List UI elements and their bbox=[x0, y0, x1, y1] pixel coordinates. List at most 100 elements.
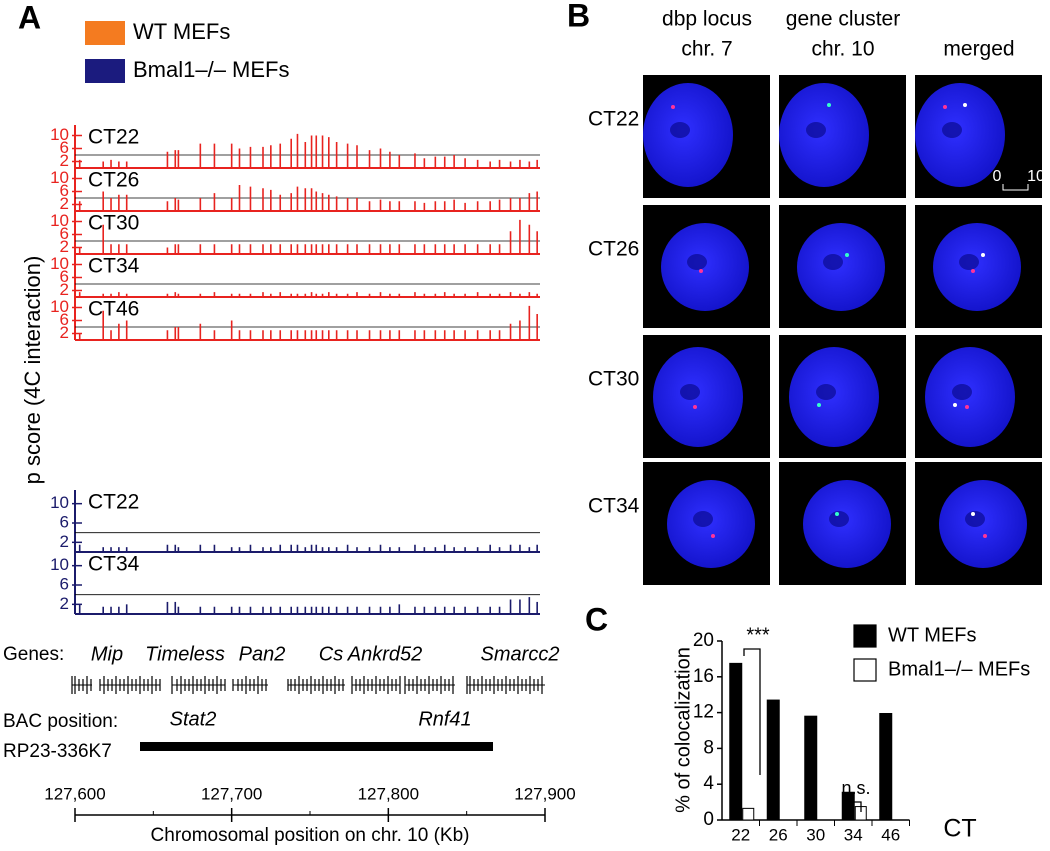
scale-bar-label: 10 bbox=[1027, 168, 1045, 185]
x-axis-label: Chromosomal position on chr. 10 (Kb) bbox=[151, 825, 470, 846]
y-tick-label: 10 bbox=[50, 493, 69, 512]
legend-label: WT MEFs bbox=[888, 624, 977, 646]
row-label: CT22 bbox=[588, 108, 639, 131]
legend-label: Bmal1–/– MEFs bbox=[888, 658, 1030, 680]
y-tick-label: 6 bbox=[60, 181, 69, 200]
y-tick-label: 20 bbox=[693, 630, 714, 651]
nucleus bbox=[925, 347, 1015, 447]
bar bbox=[729, 662, 743, 821]
spot-red bbox=[699, 269, 703, 273]
gene-name: Smarcc2 bbox=[481, 643, 560, 665]
bar bbox=[742, 807, 755, 821]
nucleus bbox=[915, 83, 1005, 187]
y-tick-label: 2 bbox=[60, 194, 69, 213]
bac-label: BAC position: bbox=[3, 711, 118, 732]
spot-green bbox=[827, 103, 831, 107]
y-tick-label: 6 bbox=[60, 512, 69, 531]
x-tick-label: 26 bbox=[769, 825, 788, 844]
bar bbox=[804, 715, 818, 821]
nucleus bbox=[667, 480, 755, 568]
y-tick-label: 2 bbox=[60, 594, 69, 613]
annotation: n.s. bbox=[841, 778, 870, 798]
track-label: CT46 bbox=[88, 298, 139, 321]
y-tick-label: 4 bbox=[703, 773, 714, 794]
gene-name: Stat2 bbox=[170, 708, 217, 730]
y-tick-label: 2 bbox=[60, 532, 69, 551]
gene-name: Cs bbox=[319, 643, 343, 665]
row-label: CT26 bbox=[588, 238, 639, 261]
gene-name: Mip bbox=[91, 643, 123, 665]
y-tick-label: 2 bbox=[60, 280, 69, 299]
spot-green bbox=[845, 253, 849, 257]
legend-label: Bmal1–/– MEFs bbox=[133, 57, 290, 82]
nucleolus bbox=[952, 384, 972, 400]
track-label: CT26 bbox=[88, 169, 139, 192]
annotation: *** bbox=[746, 624, 770, 646]
x-tick-label: 30 bbox=[806, 825, 825, 844]
nucleolus bbox=[687, 254, 707, 270]
significance-bracket bbox=[846, 801, 862, 812]
gene-name: Ankrd52 bbox=[347, 643, 423, 665]
scale-bar bbox=[1002, 184, 1029, 191]
nucleus bbox=[803, 480, 891, 568]
x-tick-label: 127,800 bbox=[358, 784, 419, 803]
nucleolus bbox=[823, 254, 843, 270]
x-axis-label: CT bbox=[943, 815, 976, 843]
y-tick-label: 2 bbox=[60, 151, 69, 170]
nucleolus bbox=[816, 384, 836, 400]
spot-green bbox=[981, 253, 985, 257]
nucleolus bbox=[693, 511, 713, 527]
panel-label: A bbox=[18, 0, 41, 35]
gene-name: Pan2 bbox=[239, 643, 286, 665]
track-label: CT34 bbox=[88, 553, 140, 576]
y-tick-label: 6 bbox=[60, 267, 69, 286]
y-tick-label: 12 bbox=[693, 702, 714, 723]
spot-green bbox=[835, 512, 839, 516]
nucleolus bbox=[959, 254, 979, 270]
y-tick-label: 16 bbox=[693, 666, 714, 687]
gene-name: Rnf41 bbox=[418, 708, 471, 730]
x-tick-label: 127,700 bbox=[201, 784, 262, 803]
nucleus bbox=[939, 480, 1027, 568]
column-header: dbp locus bbox=[662, 8, 752, 31]
y-tick-label: 10 bbox=[50, 555, 69, 574]
nucleolus bbox=[806, 122, 826, 138]
bar bbox=[879, 712, 893, 821]
y-tick-label: 2 bbox=[60, 323, 69, 342]
bac-clone: RP23-336K7 bbox=[3, 741, 112, 762]
x-tick-label: 34 bbox=[844, 825, 863, 844]
y-tick-label: 2 bbox=[60, 237, 69, 256]
track-label: CT30 bbox=[88, 212, 139, 235]
legend-swatch bbox=[853, 624, 877, 648]
nucleolus bbox=[680, 384, 700, 400]
spot-red bbox=[671, 105, 675, 109]
spot-green bbox=[963, 103, 967, 107]
y-tick-label: 10 bbox=[50, 297, 69, 316]
nucleolus bbox=[965, 511, 985, 527]
legend-swatch bbox=[853, 658, 877, 682]
x-tick-label: 46 bbox=[881, 825, 900, 844]
y-tick-label: 6 bbox=[60, 574, 69, 593]
y-axis-label: p score (4C interaction) bbox=[20, 256, 45, 485]
nucleolus bbox=[942, 122, 962, 138]
spot-green bbox=[971, 512, 975, 516]
nucleus bbox=[653, 347, 743, 447]
legend-swatch bbox=[85, 59, 125, 83]
nucleus bbox=[797, 223, 885, 311]
y-tick-label: 0 bbox=[703, 809, 714, 830]
legend-label: WT MEFs bbox=[133, 19, 230, 44]
spot-red bbox=[983, 534, 987, 538]
spot-red bbox=[971, 269, 975, 273]
nucleus bbox=[661, 223, 749, 311]
y-tick-label: 10 bbox=[50, 254, 69, 273]
y-tick-label: 8 bbox=[703, 737, 714, 758]
panel-label: B bbox=[567, 0, 590, 33]
genes-label: Genes: bbox=[3, 644, 64, 665]
column-header: gene cluster bbox=[786, 8, 900, 31]
column-header: merged bbox=[943, 38, 1014, 61]
row-label: CT34 bbox=[588, 495, 640, 518]
bar bbox=[766, 699, 780, 821]
nucleolus bbox=[670, 122, 690, 138]
nucleus bbox=[643, 83, 733, 187]
x-tick-label: 22 bbox=[731, 825, 750, 844]
